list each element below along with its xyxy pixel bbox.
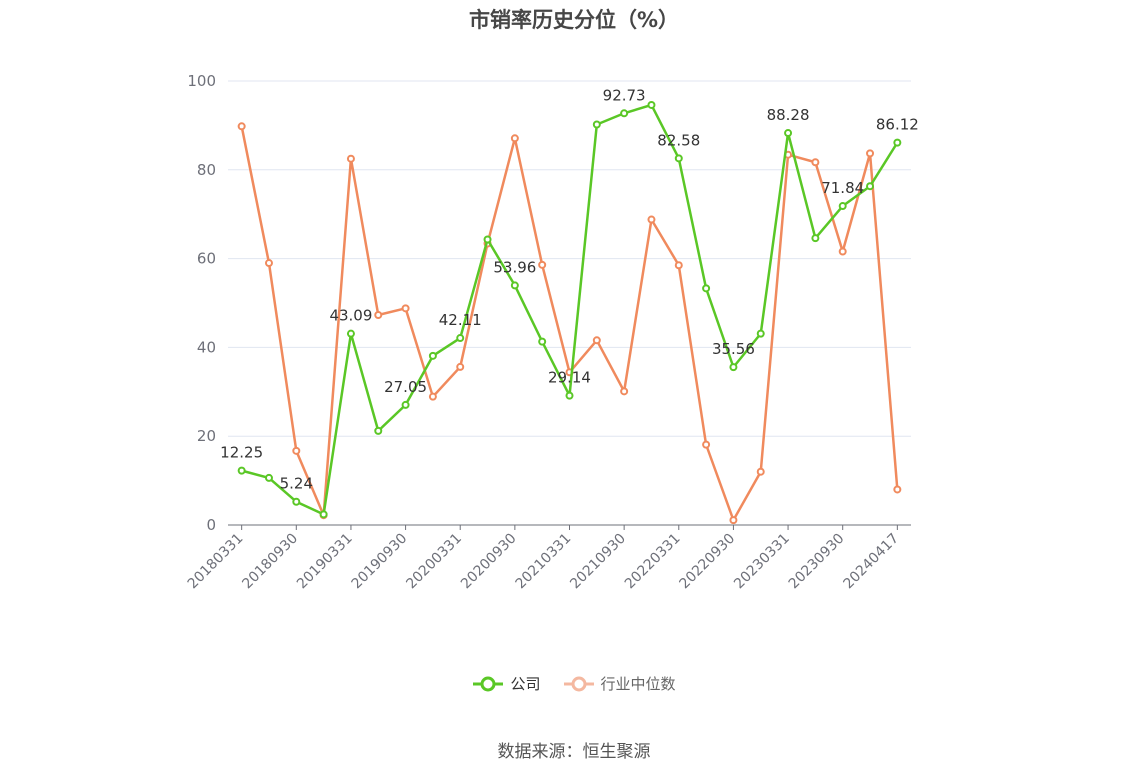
data-point[interactable]	[374, 310, 383, 319]
x-tick-label: 20180331	[185, 531, 247, 593]
data-labels: 12.25 5.24 43.09 27.05 42.11 53.96 29.14 92.73 8…	[220, 86, 919, 492]
data-point[interactable]	[674, 261, 683, 270]
data-point[interactable]	[237, 466, 246, 475]
data-point[interactable]	[538, 337, 547, 346]
data-label: 27.05	[384, 378, 427, 396]
y-axis-ticks: 0 20 40 60 80 100	[187, 72, 216, 534]
data-point[interactable]	[756, 467, 765, 476]
data-label: 92.73	[603, 86, 646, 104]
data-point[interactable]	[729, 363, 738, 372]
data-point[interactable]	[647, 100, 656, 109]
data-point[interactable]	[702, 440, 711, 449]
data-point[interactable]	[346, 329, 355, 338]
data-label: 86.12	[876, 116, 919, 134]
data-point[interactable]	[401, 400, 410, 409]
data-point[interactable]	[292, 497, 301, 506]
data-point[interactable]	[237, 122, 246, 131]
data-point[interactable]	[838, 247, 847, 256]
data-label: 43.09	[329, 307, 372, 325]
x-tick-label: 20230331	[731, 531, 793, 593]
data-point[interactable]	[674, 154, 683, 163]
x-axis-ticks: 2018033120180930201903312019093020200331…	[185, 525, 902, 592]
legend-item-company[interactable]: 公司	[472, 673, 541, 694]
series-layer	[237, 100, 902, 525]
data-point[interactable]	[538, 260, 547, 269]
x-tick-label: 20200930	[458, 531, 520, 593]
y-tick-label: 100	[187, 72, 216, 90]
y-tick-label: 80	[197, 161, 216, 179]
legend-industry-label: 行业中位数	[600, 675, 676, 693]
data-point[interactable]	[811, 234, 820, 243]
data-point[interactable]	[401, 304, 410, 313]
legend-item-industry[interactable]: 行业中位数	[563, 673, 676, 694]
x-tick-label: 20200331	[403, 531, 465, 593]
data-point[interactable]	[565, 391, 574, 400]
data-point[interactable]	[756, 329, 765, 338]
grid-lines	[228, 80, 911, 437]
data-point[interactable]	[428, 351, 437, 360]
x-tick-label: 20190930	[349, 531, 411, 593]
x-tick-label: 20220930	[677, 531, 739, 593]
y-tick-label: 60	[197, 250, 216, 268]
data-label: 82.58	[657, 131, 700, 149]
data-point[interactable]	[893, 485, 902, 494]
data-point[interactable]	[893, 138, 902, 147]
data-label: 53.96	[493, 258, 536, 276]
data-point[interactable]	[510, 134, 519, 143]
x-tick-label: 20230930	[786, 531, 848, 593]
x-tick-label: 20210930	[567, 531, 629, 593]
data-point[interactable]	[729, 516, 738, 525]
data-point[interactable]	[456, 334, 465, 343]
data-label: 29.14	[548, 369, 591, 387]
data-point[interactable]	[647, 215, 656, 224]
data-point[interactable]	[346, 154, 355, 163]
data-label: 5.24	[280, 475, 313, 493]
chart-title: 市销率历史分位（%）	[468, 8, 680, 32]
data-point[interactable]	[264, 473, 273, 482]
data-point[interactable]	[866, 149, 875, 158]
data-label: 71.84	[821, 179, 864, 197]
legend: 公司 行业中位数	[0, 673, 1148, 694]
x-tick-label: 20240417	[840, 531, 902, 593]
y-tick-label: 20	[197, 427, 216, 445]
data-point[interactable]	[620, 387, 629, 396]
data-point[interactable]	[264, 259, 273, 268]
data-point[interactable]	[702, 284, 711, 293]
data-point[interactable]	[592, 120, 601, 129]
data-point[interactable]	[620, 109, 629, 118]
data-label: 88.28	[767, 106, 810, 124]
data-point[interactable]	[838, 202, 847, 211]
data-point[interactable]	[292, 446, 301, 455]
line-chart: 0 20 40 60 80 100 201803312018093020190331201…	[185, 72, 919, 592]
data-label: 42.11	[439, 311, 482, 329]
data-point[interactable]	[811, 158, 820, 167]
legend-company-marker-icon	[473, 676, 504, 691]
data-point[interactable]	[319, 510, 328, 519]
data-point[interactable]	[374, 426, 383, 435]
data-label: 35.56	[712, 340, 755, 358]
data-point[interactable]	[510, 281, 519, 290]
data-point[interactable]	[784, 129, 793, 138]
data-point[interactable]	[592, 336, 601, 345]
x-tick-label: 20210331	[513, 531, 575, 593]
y-tick-label: 0	[206, 516, 216, 534]
data-point[interactable]	[483, 235, 492, 244]
y-tick-label: 40	[197, 338, 216, 356]
data-label: 12.25	[220, 444, 263, 462]
data-point[interactable]	[428, 392, 437, 401]
data-point[interactable]	[866, 182, 875, 191]
legend-industry-marker-icon	[563, 676, 594, 691]
data-source-note: 数据来源：恒生聚源	[497, 742, 651, 762]
x-tick-label: 20180930	[239, 531, 301, 593]
series-company	[237, 100, 902, 519]
legend-company-label: 公司	[510, 675, 541, 693]
data-point[interactable]	[456, 362, 465, 371]
x-tick-label: 20190331	[294, 531, 356, 593]
x-tick-label: 20220331	[622, 531, 684, 593]
